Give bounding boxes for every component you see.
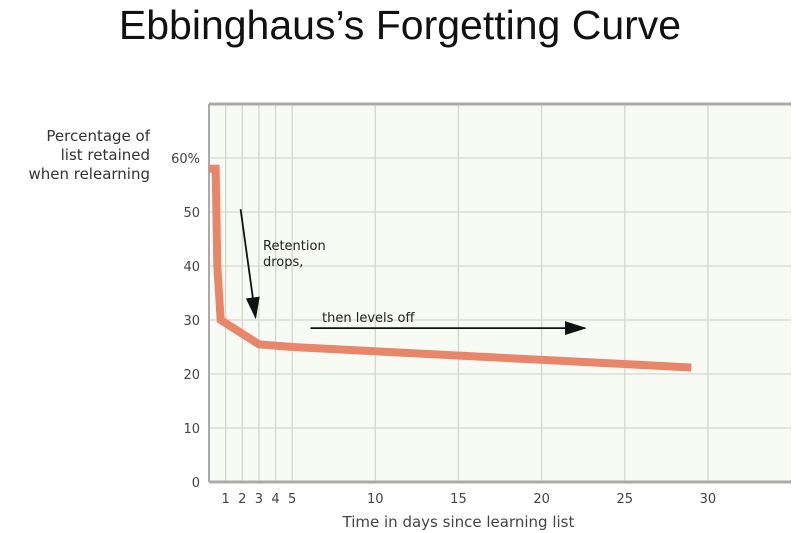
y-tick-label: 20 — [183, 368, 200, 383]
plot-area — [209, 104, 792, 482]
y-axis-label: Percentage of list retained when relearn… — [28, 127, 150, 183]
x-tick-label: 25 — [616, 492, 633, 507]
x-tick-label: 15 — [450, 492, 467, 507]
y-tick-label: 30 — [183, 314, 200, 329]
y-tick-label: 0 — [192, 476, 200, 491]
y-tick-label: 40 — [183, 260, 200, 275]
retention-drops-annotation: Retention drops, — [263, 239, 326, 270]
x-axis-label: Time in days since learning list — [342, 513, 575, 531]
x-tick-label: 30 — [700, 492, 717, 507]
chart-title: Ebbinghaus’s Forgetting Curve — [118, 2, 682, 48]
annotation-line: Retention — [263, 239, 326, 254]
x-tick-label: 5 — [288, 492, 296, 507]
annotation-line: drops, — [263, 255, 303, 270]
y-tick-label: 50 — [183, 206, 200, 221]
x-tick-label: 10 — [367, 492, 384, 507]
x-tick-label: 2 — [238, 492, 246, 507]
levels-off-annotation: then levels off — [322, 311, 415, 326]
retention-drops-arrow — [239, 209, 260, 320]
x-tick-label: 3 — [255, 492, 263, 507]
x-tick-label: 20 — [533, 492, 550, 507]
y-tick-label: 60% — [171, 152, 200, 167]
retention-curve — [209, 164, 692, 372]
x-tick-label: 1 — [221, 492, 229, 507]
y-tick-label: 10 — [183, 422, 200, 437]
x-tick-label: 4 — [271, 492, 279, 507]
